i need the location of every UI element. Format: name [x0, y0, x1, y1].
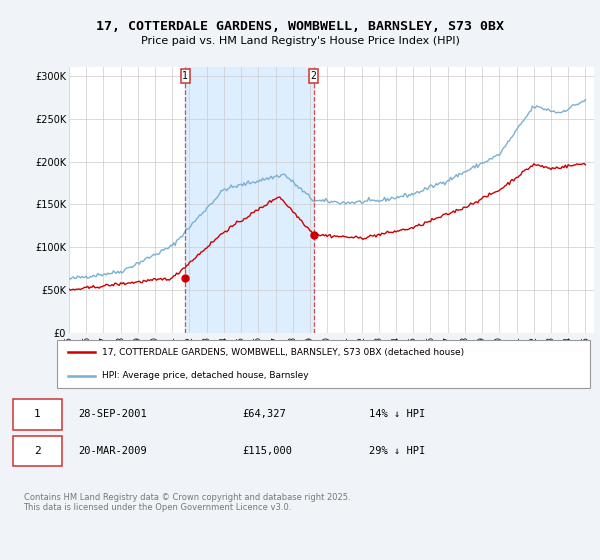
Text: 17, COTTERDALE GARDENS, WOMBWELL, BARNSLEY, S73 0BX (detached house): 17, COTTERDALE GARDENS, WOMBWELL, BARNSL… [101, 348, 464, 357]
Text: 2: 2 [34, 446, 41, 456]
Text: Price paid vs. HM Land Registry's House Price Index (HPI): Price paid vs. HM Land Registry's House … [140, 36, 460, 46]
Text: £115,000: £115,000 [242, 446, 292, 456]
Text: 28-SEP-2001: 28-SEP-2001 [78, 409, 147, 419]
Text: 29% ↓ HPI: 29% ↓ HPI [369, 446, 425, 456]
Bar [185, 67, 314, 333]
FancyBboxPatch shape [13, 399, 62, 430]
FancyBboxPatch shape [57, 340, 590, 388]
Text: 17, COTTERDALE GARDENS, WOMBWELL, BARNSLEY, S73 0BX: 17, COTTERDALE GARDENS, WOMBWELL, BARNSL… [96, 20, 504, 32]
Text: 1: 1 [182, 71, 188, 81]
FancyBboxPatch shape [13, 436, 62, 466]
Text: HPI: Average price, detached house, Barnsley: HPI: Average price, detached house, Barn… [101, 371, 308, 380]
Text: Contains HM Land Registry data © Crown copyright and database right 2025.
This d: Contains HM Land Registry data © Crown c… [23, 493, 350, 512]
Text: 14% ↓ HPI: 14% ↓ HPI [369, 409, 425, 419]
Text: 2: 2 [311, 71, 317, 81]
Text: 20-MAR-2009: 20-MAR-2009 [78, 446, 147, 456]
Text: 1: 1 [34, 409, 41, 419]
Text: £64,327: £64,327 [242, 409, 286, 419]
